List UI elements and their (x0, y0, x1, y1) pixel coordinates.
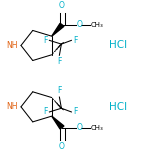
Text: F: F (57, 57, 62, 66)
Text: CH₃: CH₃ (91, 22, 104, 28)
Text: NH: NH (7, 102, 18, 111)
Polygon shape (52, 23, 64, 36)
Text: F: F (43, 36, 47, 45)
Text: F: F (43, 107, 47, 116)
Text: O: O (77, 20, 83, 29)
Polygon shape (52, 116, 64, 129)
Text: O: O (77, 123, 83, 132)
Text: F: F (73, 36, 78, 45)
Text: HCl: HCl (109, 102, 127, 112)
Text: F: F (73, 107, 78, 116)
Text: NH: NH (7, 41, 18, 50)
Text: HCl: HCl (109, 40, 127, 50)
Text: CH₃: CH₃ (91, 124, 104, 131)
Text: O: O (59, 142, 65, 151)
Text: F: F (57, 86, 62, 95)
Text: O: O (59, 1, 65, 10)
